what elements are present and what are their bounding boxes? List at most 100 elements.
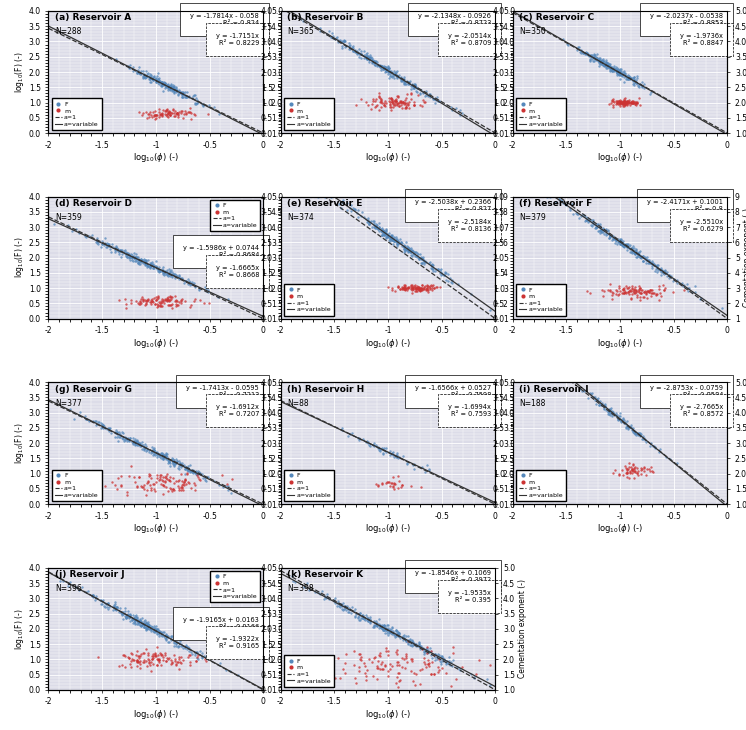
Point — [123, 253, 135, 264]
Point — [386, 477, 398, 488]
Point — [360, 52, 372, 64]
Point — [383, 625, 395, 637]
Point — [180, 91, 192, 102]
Point — [382, 477, 394, 488]
Point — [175, 469, 187, 480]
Legend: F, m, a=1, a=variable: F, m, a=1, a=variable — [210, 200, 260, 231]
Point — [389, 646, 401, 658]
Point — [405, 83, 417, 95]
Point — [389, 97, 401, 109]
Point — [618, 101, 630, 112]
Point — [399, 283, 411, 294]
Point — [612, 66, 624, 78]
Point — [169, 269, 181, 280]
Point — [165, 82, 177, 94]
Point — [619, 96, 631, 107]
Point — [395, 72, 407, 83]
Point — [633, 286, 645, 298]
Point — [562, 39, 574, 50]
Point — [598, 55, 609, 67]
Point — [627, 95, 639, 107]
Point — [167, 458, 179, 469]
Point — [124, 251, 136, 263]
Point — [645, 257, 657, 269]
Point — [286, 575, 298, 587]
Point — [595, 224, 606, 236]
Point — [384, 626, 396, 637]
Point — [201, 472, 213, 483]
Point — [163, 81, 175, 93]
Point — [635, 287, 647, 299]
Point — [640, 254, 652, 266]
Point — [163, 295, 175, 307]
Point — [655, 262, 667, 274]
Point — [369, 55, 381, 67]
Point — [142, 470, 154, 482]
Point — [610, 235, 622, 247]
Point — [175, 86, 187, 98]
Point — [616, 414, 628, 426]
Point — [154, 76, 166, 88]
Point — [170, 637, 182, 648]
Point — [627, 97, 639, 109]
Point — [592, 221, 604, 233]
Point — [140, 254, 151, 266]
Point — [330, 32, 342, 44]
Point — [627, 246, 639, 258]
Point — [168, 477, 180, 489]
Point — [623, 73, 635, 85]
Point — [150, 72, 162, 84]
Point — [389, 624, 401, 636]
Point — [386, 234, 398, 245]
Point — [636, 433, 648, 445]
Point — [143, 620, 155, 632]
Point — [343, 37, 355, 49]
Point — [173, 85, 185, 97]
Point — [131, 654, 143, 666]
Point — [433, 264, 445, 276]
Point — [162, 112, 174, 123]
Point — [557, 33, 569, 45]
Point — [142, 69, 154, 80]
Point — [580, 48, 592, 60]
Point — [160, 109, 172, 120]
Point — [192, 653, 204, 664]
Point — [348, 659, 360, 671]
Point — [163, 105, 175, 117]
Point — [127, 610, 139, 621]
Point — [136, 255, 148, 267]
Point — [132, 616, 144, 628]
Point — [183, 91, 195, 102]
Point — [643, 463, 655, 474]
Point — [377, 227, 389, 239]
Point — [397, 630, 409, 642]
Point — [421, 280, 433, 291]
Point — [652, 264, 664, 276]
Point — [130, 438, 142, 450]
Point — [134, 61, 145, 73]
Point — [153, 72, 165, 83]
Point — [405, 88, 417, 99]
Point — [609, 464, 621, 476]
Point — [109, 242, 121, 253]
Point — [362, 212, 374, 224]
Point — [618, 460, 630, 472]
Point — [130, 248, 142, 260]
Point — [373, 221, 385, 233]
Point — [134, 69, 145, 80]
Point — [405, 247, 417, 258]
Point — [141, 112, 153, 123]
Point — [413, 253, 425, 264]
Point — [157, 295, 169, 307]
Point — [445, 656, 457, 668]
Point — [395, 675, 407, 686]
Point — [644, 284, 656, 296]
Point — [132, 256, 144, 268]
Point — [407, 637, 419, 649]
Point — [336, 202, 348, 214]
Point — [140, 256, 151, 268]
Point — [153, 630, 165, 642]
Point — [626, 423, 638, 434]
Point — [606, 94, 618, 106]
Point — [331, 653, 343, 664]
